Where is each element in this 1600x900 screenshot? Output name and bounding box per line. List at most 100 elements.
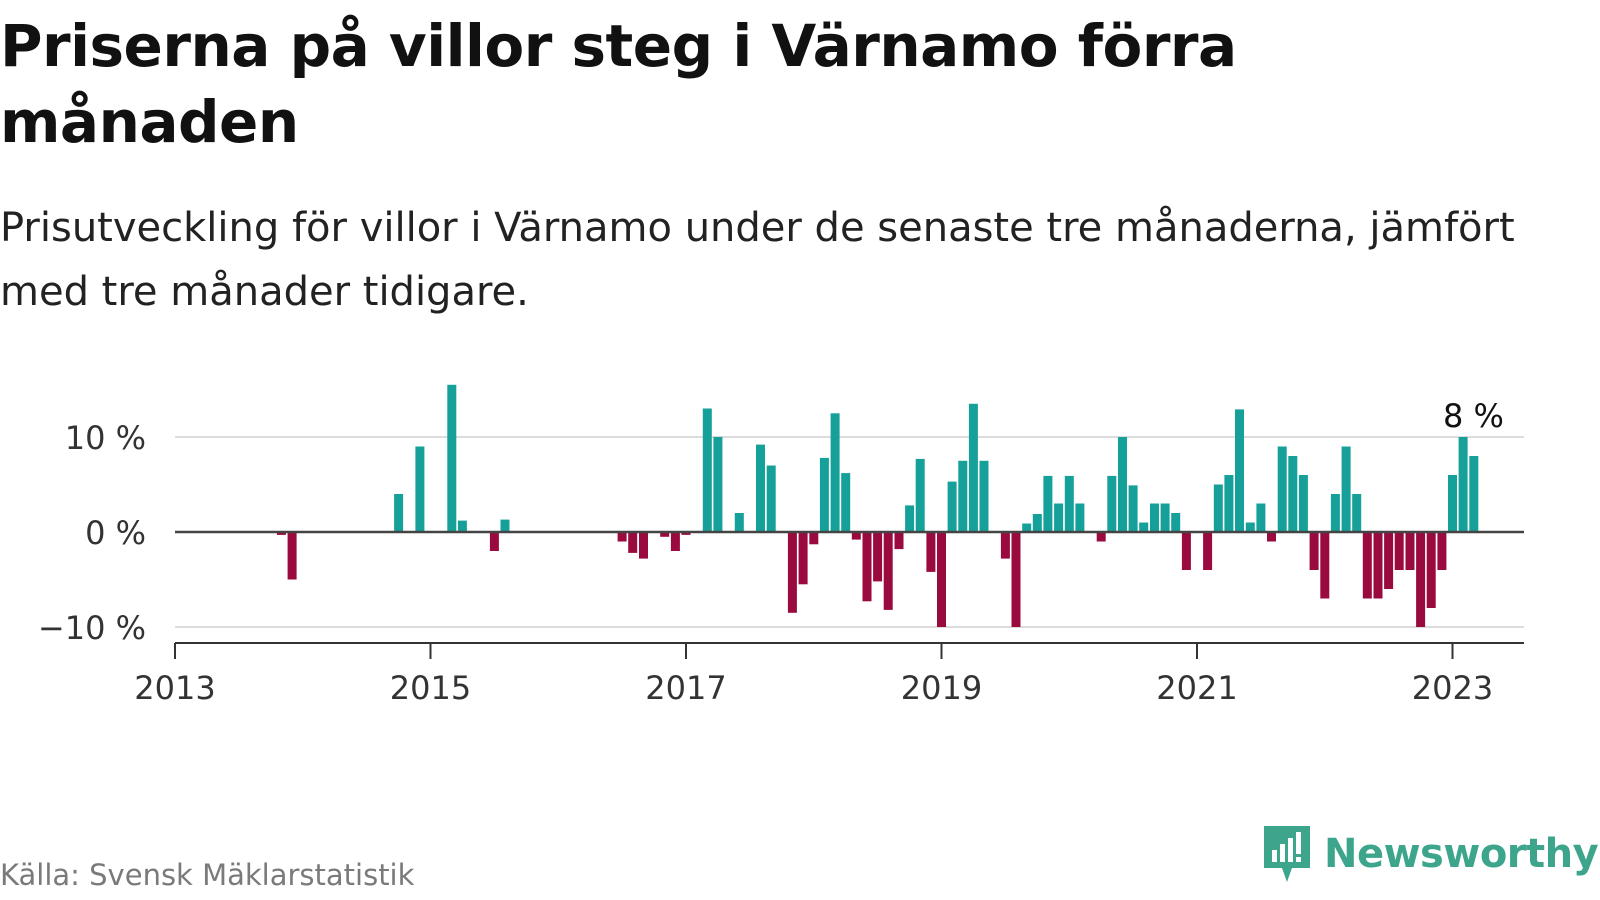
- bar: [1150, 503, 1159, 532]
- bar: [500, 519, 510, 532]
- bar: [713, 437, 723, 532]
- bar: [947, 481, 957, 532]
- bar: [1341, 446, 1351, 532]
- bar: [1448, 475, 1457, 532]
- tick-labels: −10 % 0 % 10 % 2013 2015 2017 2019 2021 2023 8 %: [38, 394, 1507, 707]
- bar: [1416, 532, 1426, 627]
- bar: [1298, 475, 1308, 532]
- bar: [1320, 532, 1330, 599]
- bar: [1160, 503, 1170, 532]
- bar: [766, 465, 776, 532]
- bar: [1458, 437, 1468, 532]
- bar: [1245, 522, 1255, 532]
- gridlines: [175, 436, 1524, 628]
- bar: [1043, 475, 1053, 532]
- chart-title: Priserna på villor steg i Värnamo förra …: [0, 12, 1237, 156]
- axes: [174, 530, 1524, 659]
- bar: [979, 460, 989, 533]
- bar: [1288, 456, 1298, 532]
- bar: [1022, 523, 1032, 533]
- bar: [1277, 446, 1287, 532]
- bar: [1330, 494, 1340, 532]
- bar: [862, 532, 872, 602]
- bar: [394, 494, 404, 532]
- x-tick-label: 2019: [901, 669, 982, 707]
- bar: [830, 413, 840, 533]
- y-tick-label: −10 %: [38, 609, 146, 647]
- bar: [1362, 532, 1372, 599]
- bar: [287, 532, 297, 580]
- bar: [756, 444, 765, 532]
- bar: [702, 408, 712, 532]
- x-tick-label: 2013: [134, 669, 215, 707]
- bar: [1394, 532, 1404, 570]
- bar: [968, 403, 978, 533]
- y-tick-label: 10 %: [65, 419, 146, 457]
- bar: [958, 460, 968, 533]
- bar: [276, 532, 286, 535]
- bar: [1235, 409, 1244, 532]
- bar: [1064, 475, 1074, 532]
- bar: [1426, 532, 1436, 608]
- bar: [1267, 532, 1276, 542]
- bar: [1405, 532, 1415, 570]
- bar: [681, 532, 691, 535]
- bar: [1256, 503, 1266, 532]
- bar: [1171, 513, 1181, 532]
- bar: [1224, 475, 1234, 532]
- bar: [1309, 532, 1319, 570]
- bar: [734, 513, 744, 532]
- bar: [1011, 532, 1021, 627]
- bar: [937, 532, 946, 627]
- bar: [628, 532, 638, 553]
- bar: [1181, 532, 1191, 570]
- x-tick-label: 2023: [1412, 669, 1493, 707]
- bar: [617, 532, 627, 542]
- bar: [1032, 514, 1042, 533]
- x-tick-label: 2021: [1156, 669, 1237, 707]
- bar: [905, 505, 915, 532]
- bar: [670, 532, 680, 551]
- bar: [1469, 456, 1479, 532]
- source-note: Källa: Svensk Mäklarstatistik: [0, 858, 415, 892]
- bar: [1352, 494, 1362, 532]
- bar: [1384, 532, 1394, 589]
- brand-logo[interactable]: Newsworthy: [1262, 822, 1599, 886]
- bar: [1118, 437, 1127, 532]
- bar: [457, 520, 467, 532]
- bar: [489, 532, 499, 551]
- bar: [809, 532, 819, 545]
- bar: [926, 532, 936, 572]
- chart-subtitle: Prisutveckling för villor i Värnamo unde…: [0, 205, 1515, 315]
- y-tick-label: 0 %: [85, 514, 146, 552]
- x-tick-label: 2017: [645, 669, 726, 707]
- bar: [1054, 503, 1064, 532]
- bars: [276, 384, 1479, 627]
- value-annotation: 8 %: [1443, 397, 1504, 435]
- bar-chart: −10 % 0 % 10 % 2013 2015 2017 2019 2021 2023 8 %: [38, 384, 1524, 707]
- bar: [1139, 522, 1149, 532]
- bar: [1213, 484, 1223, 532]
- bar: [1128, 485, 1138, 532]
- bar: [660, 532, 670, 537]
- bar: [1373, 532, 1383, 599]
- bar: [639, 532, 648, 559]
- bar: [915, 458, 925, 533]
- bar: [819, 457, 829, 532]
- bar: [1203, 532, 1213, 570]
- bar: [1107, 475, 1117, 532]
- bar: [851, 532, 861, 540]
- bar: [1096, 532, 1106, 542]
- bar: [447, 384, 457, 533]
- x-tick-label: 2015: [390, 669, 471, 707]
- bar: [415, 446, 425, 532]
- bar: [1000, 532, 1010, 559]
- bar: [883, 532, 893, 610]
- bar: [1075, 503, 1085, 532]
- bar: [873, 532, 883, 582]
- bar: [798, 532, 808, 585]
- bar: [787, 532, 797, 613]
- bar: [1437, 532, 1447, 570]
- brand-name: Newsworthy: [1324, 831, 1599, 877]
- bar: [841, 473, 851, 532]
